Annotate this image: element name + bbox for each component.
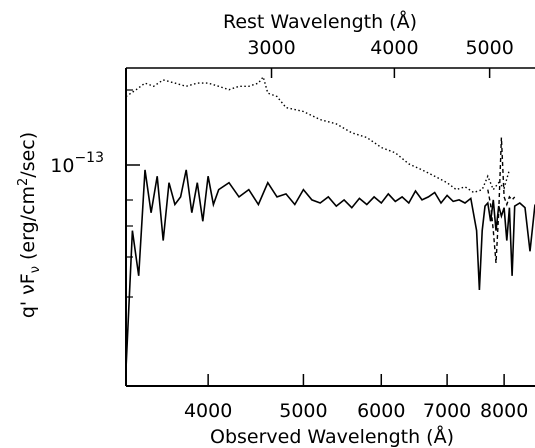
axes-layer (125, 67, 535, 387)
y-tick-exponent: −13 (74, 150, 104, 166)
x-tick-label: 5000 (279, 400, 327, 422)
x-tick-label: 7000 (423, 400, 471, 422)
series-dashed-line (487, 137, 516, 264)
y-tick-label-major: 10−13 (50, 150, 104, 177)
x2-tick-label: 5000 (465, 37, 513, 59)
y-axis-label: q' νFν (erg/cm2/sec) (16, 132, 43, 318)
y-axis-label-unit: (erg/cm (17, 186, 39, 266)
x2-tick-label: 4000 (370, 37, 418, 59)
y-axis-label-sup: 2 (16, 178, 31, 186)
series-dotted-line (126, 75, 511, 194)
y-axis-label-main: q' νF (17, 273, 39, 318)
x2-tick-label: 3000 (247, 37, 295, 59)
y-tick-base: 10 (50, 155, 74, 177)
x2-axis-label: Rest Wavelength (Å) (223, 10, 417, 33)
series-layer (126, 75, 535, 369)
x-tick-label: 4000 (184, 400, 232, 422)
ticks-layer: 4000 5000 6000 7000 8000 3000 4000 5000 (184, 37, 528, 422)
y-axis-label-sub: ν (28, 266, 43, 273)
x-axis-label: Observed Wavelength (Å) (210, 425, 454, 448)
series-solid-line (126, 169, 535, 369)
y-axis-label-unit-end: /sec) (17, 132, 39, 178)
x-tick-label: 8000 (480, 400, 528, 422)
x-tick-label: 6000 (357, 400, 405, 422)
